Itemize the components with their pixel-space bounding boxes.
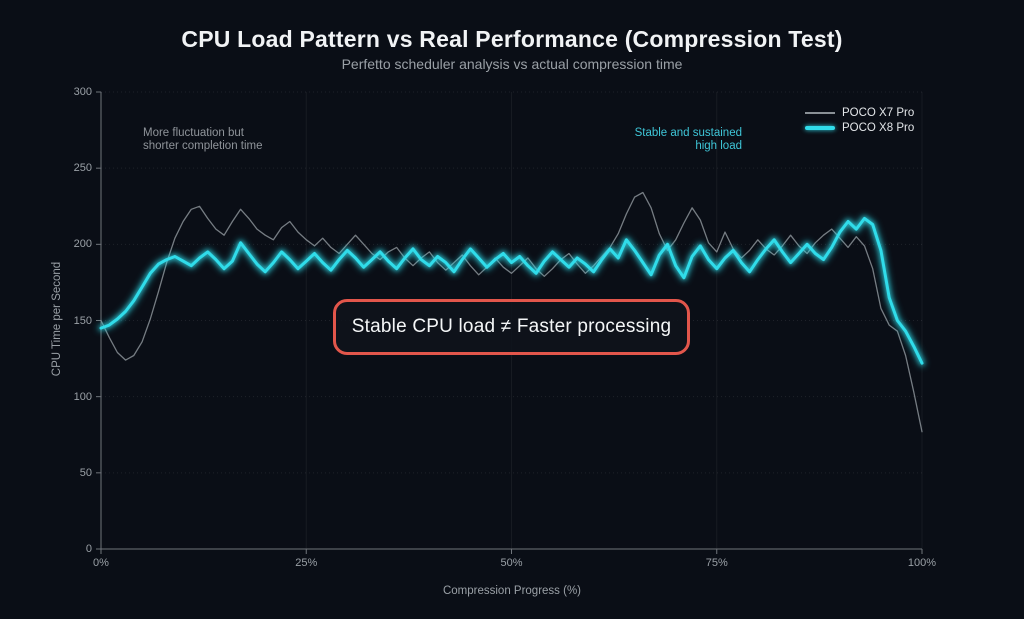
annotation-fluctuation-line1: More fluctuation but [143,127,245,139]
annotation-fluctuation: More fluctuation but shorter completion … [143,127,263,153]
series-line-poco-x8-pro [99,216,924,365]
callout-text: Stable CPU load ≠ Faster processing [351,316,672,337]
y-tick-label-150: 150 [73,314,92,327]
y-tick-label-200: 200 [73,238,92,251]
y-tick-label-0: 0 [85,543,92,555]
x7-line-swatch [805,112,835,114]
x-tick-label-75: 75% [705,557,728,569]
annotation-stable-load: Stable and sustained high load [635,127,742,153]
legend: POCO X7 Pro POCO X8 Pro [805,106,914,136]
x-tick-label-100: 100% [907,557,937,569]
series-line-poco-x7-pro [100,191,923,433]
y-tick-label-300: 300 [73,86,92,98]
x-tick-label-25: 25% [295,557,318,569]
series-lines [97,191,926,433]
callout-box: Stable CPU load ≠ Faster processing [333,299,690,355]
annotation-stable-line2: high load [695,140,742,152]
legend-label-x8: POCO X8 Pro [842,122,915,134]
x-tick-label-50: 50% [500,557,523,569]
x-axis-label: Compression Progress (%) [442,585,582,597]
legend-label-x7: POCO X7 Pro [842,107,915,119]
chart-title: CPU Load Pattern vs Real Performance (Co… [181,26,843,52]
x-tick-label-0: 0% [93,557,109,569]
annotation-fluctuation-line2: shorter completion time [143,140,263,152]
y-tick-label-50: 50 [79,466,92,479]
y-tick-label-100: 100 [73,390,92,403]
y-axis-label: CPU Time per Second [51,261,63,377]
legend-item-x7: POCO X7 Pro [805,106,914,120]
annotation-stable-line1: Stable and sustained [634,127,742,139]
chart-subtitle: Perfetto scheduler analysis vs actual co… [341,56,683,72]
legend-item-x8: POCO X8 Pro [805,121,914,135]
x8-line-swatch [805,126,835,130]
y-tick-label-250: 250 [73,162,92,175]
